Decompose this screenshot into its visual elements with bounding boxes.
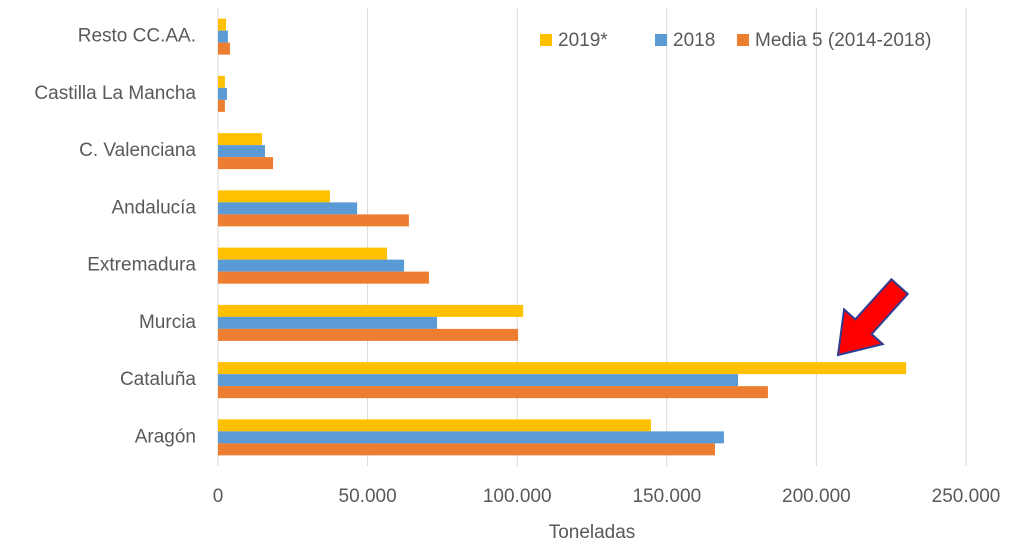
bar (218, 259, 405, 272)
x-axis-label: Toneladas (549, 522, 636, 543)
bar (218, 374, 739, 387)
legend-swatch (737, 34, 749, 46)
bar (218, 75, 225, 88)
x-tick-label: 150.000 (632, 486, 701, 507)
legend-label: 2018 (673, 30, 715, 51)
bar (218, 247, 388, 260)
bar (218, 87, 227, 100)
arrow-annotation (836, 277, 910, 357)
bar (218, 431, 724, 444)
bar (218, 133, 262, 146)
bar (218, 271, 429, 284)
bar (218, 419, 651, 432)
bar (218, 99, 225, 112)
legend-label: Media 5 (2014-2018) (755, 30, 931, 51)
y-tick-label: Extremadura (87, 255, 196, 276)
x-tick-label: 50.000 (339, 486, 397, 507)
x-tick-label: 100.000 (483, 486, 552, 507)
bar (218, 214, 409, 227)
y-tick-label: Castilla La Mancha (34, 83, 196, 104)
bar (218, 328, 519, 341)
bar (218, 30, 228, 43)
bar (218, 145, 265, 158)
x-tick-label: 200.000 (782, 486, 851, 507)
y-tick-label: Andalucía (111, 197, 196, 218)
y-tick-label: Murcia (139, 312, 196, 333)
y-tick-label: Cataluña (120, 369, 196, 390)
bar (218, 42, 230, 55)
bar (218, 18, 227, 31)
bar (218, 202, 358, 215)
bar (218, 443, 715, 456)
bar (218, 190, 330, 203)
legend-swatch (655, 34, 667, 46)
legend-label: 2019* (558, 30, 608, 51)
y-tick-label: Resto CC.AA. (78, 26, 196, 47)
bar (218, 362, 907, 375)
bar (218, 157, 274, 170)
y-tick-label: C. Valenciana (79, 140, 196, 161)
bar (218, 316, 438, 329)
legend-swatch (540, 34, 552, 46)
x-tick-label: 250.000 (932, 486, 1001, 507)
x-tick-label: 0 (213, 486, 224, 507)
bar (218, 386, 768, 399)
y-tick-label: Aragón (135, 426, 196, 447)
bar (218, 304, 524, 317)
